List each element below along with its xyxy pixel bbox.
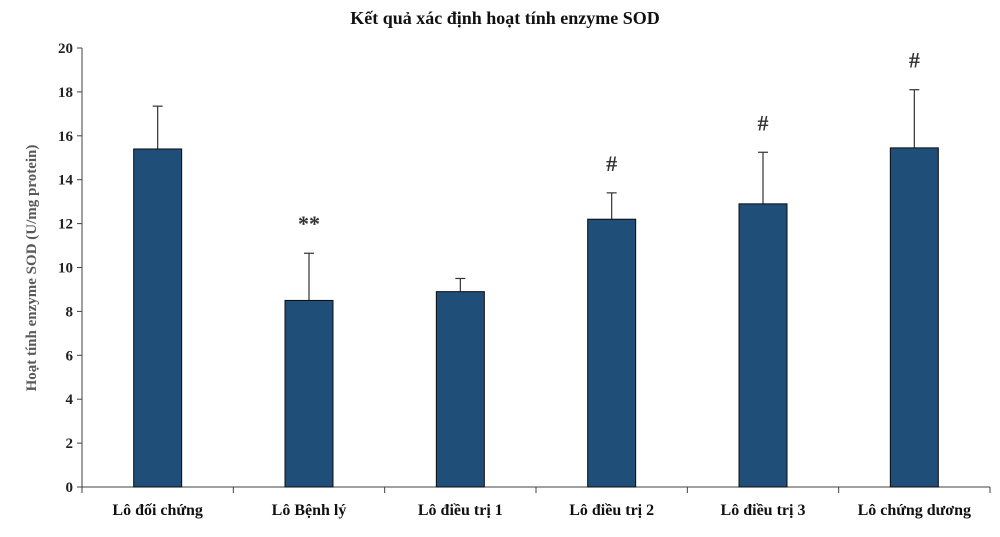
x-tick-label: Lô điều trị 1 <box>418 502 503 519</box>
x-tick-label: Lô điều trị 2 <box>569 502 654 519</box>
bar <box>738 203 788 488</box>
y-tick-label: 16 <box>58 129 74 145</box>
significance-marker: # <box>909 48 920 73</box>
y-tick-label: 12 <box>58 217 73 233</box>
plot-area: 0 2 4 6 8 10 12 14 16 18 20 Lô đối chứng Lô Bệnh lý *… <box>58 41 991 519</box>
y-tick-label: 6 <box>66 348 74 364</box>
y-tick-label: 14 <box>58 173 74 189</box>
y-tick-label: 2 <box>66 436 74 452</box>
x-tick-label: Lô chứng dương <box>858 502 971 519</box>
x-tick-label: Lô Bệnh lý <box>272 502 347 519</box>
significance-marker: # <box>606 151 617 176</box>
y-axis-label: Hoạt tính enzyme SOD (U/mg protein) <box>24 145 40 392</box>
y-tick-label: 0 <box>66 480 74 496</box>
bar <box>889 147 939 488</box>
bar <box>435 291 485 488</box>
bar <box>587 218 637 488</box>
y-tick-label: 18 <box>58 85 73 101</box>
y-tick-label: 20 <box>58 41 73 57</box>
y-tick-label: 10 <box>58 261 73 277</box>
y-tick-label: 8 <box>66 304 74 320</box>
chart-title: Kết quả xác định hoạt tính enzyme SOD <box>350 8 660 28</box>
y-tick-label: 4 <box>66 392 74 408</box>
x-tick-label: Lô điều trị 3 <box>721 502 806 519</box>
significance-marker: ** <box>298 211 320 236</box>
x-tick-label: Lô đối chứng <box>112 502 203 519</box>
significance-marker: # <box>758 110 769 135</box>
bar <box>133 148 183 488</box>
bar <box>284 299 334 488</box>
